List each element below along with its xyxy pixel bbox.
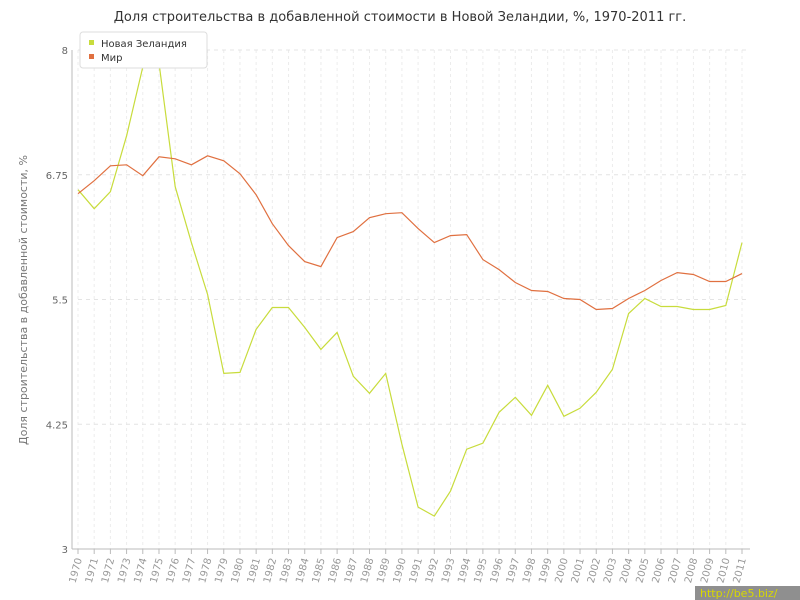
x-tick-label: 2011 bbox=[732, 557, 749, 584]
x-tick-label: 1990 bbox=[392, 557, 409, 584]
y-axis-label: Доля строительства в добавленной стоимос… bbox=[17, 155, 30, 445]
series-line-0[interactable] bbox=[77, 62, 743, 517]
x-tick-label: 2004 bbox=[618, 557, 635, 584]
x-tick-label: 1981 bbox=[246, 557, 263, 584]
x-tick-label: 1974 bbox=[132, 557, 149, 584]
x-tick-label: 1970 bbox=[68, 557, 85, 584]
y-tick-label: 8 bbox=[62, 46, 68, 57]
x-tick-label: 1996 bbox=[489, 557, 506, 584]
series-lines bbox=[77, 62, 743, 517]
x-tick-label: 2006 bbox=[651, 557, 668, 584]
x-tick-label: 2009 bbox=[699, 557, 716, 584]
x-tick-label: 1995 bbox=[473, 557, 490, 584]
watermark-text[interactable]: http://be5.biz/ bbox=[700, 587, 778, 600]
legend-label[interactable]: Новая Зеландия bbox=[101, 39, 187, 50]
x-tick-label: 1978 bbox=[197, 557, 214, 584]
x-tick-label: 2001 bbox=[570, 557, 587, 584]
x-tick-label: 1976 bbox=[165, 557, 182, 584]
axes bbox=[71, 50, 750, 550]
x-tick-label: 1991 bbox=[408, 557, 425, 584]
x-tick-label: 1998 bbox=[521, 557, 538, 584]
x-tick-label: 1997 bbox=[505, 557, 522, 584]
legend-marker bbox=[89, 54, 94, 59]
x-tick-label: 1983 bbox=[278, 557, 295, 584]
legend-box bbox=[79, 31, 208, 69]
x-tick-label: 2010 bbox=[715, 557, 732, 584]
x-tick-label: 2005 bbox=[635, 557, 652, 584]
x-tick-label: 1988 bbox=[359, 557, 376, 584]
x-tick-label: 1987 bbox=[343, 557, 360, 584]
gridlines bbox=[77, 49, 750, 549]
x-tick-label: 2000 bbox=[554, 557, 571, 584]
y-tick-label: 5.5 bbox=[52, 296, 68, 307]
watermark[interactable]: http://be5.biz/ bbox=[695, 586, 800, 600]
x-tick-label: 1985 bbox=[311, 557, 328, 584]
legend[interactable]: Новая Зеландия Мир bbox=[79, 31, 208, 69]
y-axis-ticks: 3 4.25 5.5 6.75 8 bbox=[46, 46, 68, 556]
x-tick-label: 1994 bbox=[456, 557, 473, 584]
x-tick-label: 1984 bbox=[294, 557, 311, 584]
x-tick-label: 1971 bbox=[84, 557, 101, 584]
x-tick-label: 2003 bbox=[602, 557, 619, 584]
legend-label[interactable]: Мир bbox=[101, 53, 122, 64]
x-tick-label: 2008 bbox=[683, 557, 700, 584]
y-tick-label: 6.75 bbox=[46, 171, 68, 182]
y-tick-label: 4.25 bbox=[46, 420, 68, 431]
x-tick-label: 1989 bbox=[375, 557, 392, 584]
legend-marker bbox=[89, 40, 94, 45]
x-tick-label: 1973 bbox=[116, 557, 133, 584]
y-tick-label: 3 bbox=[62, 545, 68, 556]
x-tick-label: 1979 bbox=[213, 557, 230, 584]
x-tick-label: 2007 bbox=[667, 557, 684, 584]
x-tick-label: 1992 bbox=[424, 557, 441, 584]
x-tick-label: 2002 bbox=[586, 557, 603, 584]
x-tick-label: 1993 bbox=[440, 557, 457, 584]
x-tick-label: 1999 bbox=[537, 557, 554, 584]
x-tick-label: 1982 bbox=[262, 557, 279, 584]
series-line-1[interactable] bbox=[77, 155, 743, 311]
chart-title: Доля строительства в добавленной стоимос… bbox=[114, 10, 687, 25]
x-tick-label: 1977 bbox=[181, 557, 198, 584]
x-tick-label: 1975 bbox=[149, 557, 166, 584]
x-tick-label: 1986 bbox=[327, 557, 344, 584]
x-tick-label: 1980 bbox=[230, 557, 247, 584]
x-axis-ticks: 1970197119721973197419751976197719781979… bbox=[68, 549, 749, 584]
x-tick-label: 1972 bbox=[100, 557, 117, 584]
